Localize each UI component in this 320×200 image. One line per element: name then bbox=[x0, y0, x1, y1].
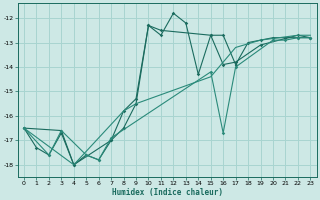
X-axis label: Humidex (Indice chaleur): Humidex (Indice chaleur) bbox=[112, 188, 223, 197]
